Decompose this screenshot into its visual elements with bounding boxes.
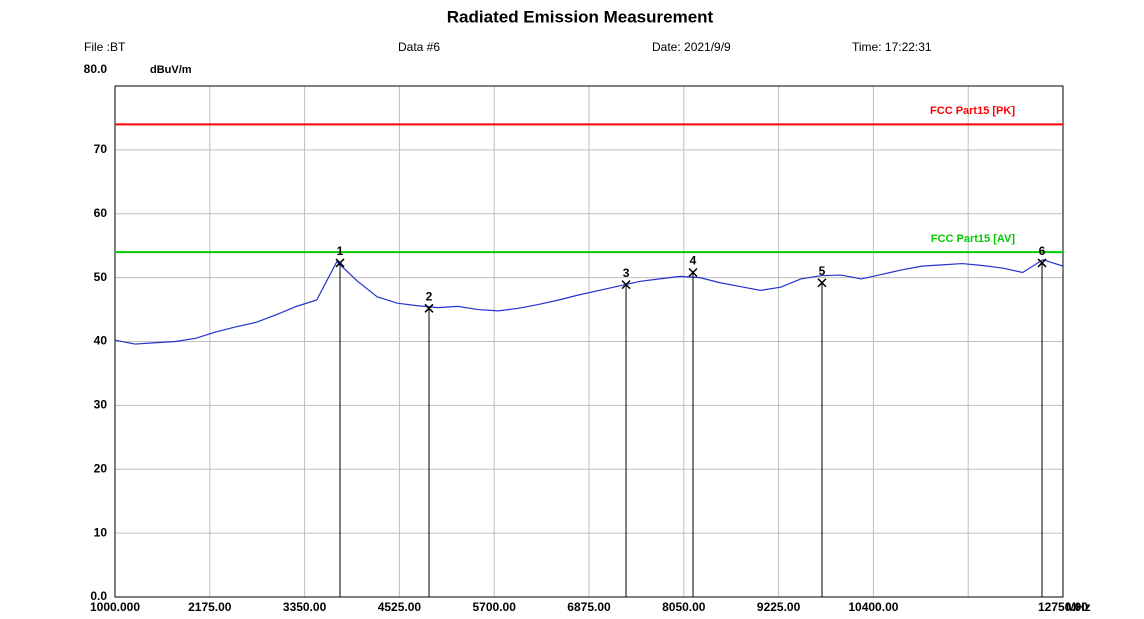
chart-title: Radiated Emission Measurement — [447, 7, 714, 26]
y-tick-label: 70 — [94, 142, 108, 156]
y-tick-label: 80.0 — [84, 62, 108, 76]
marker-label: 1 — [337, 244, 344, 258]
file-label: File :BT — [84, 40, 126, 54]
marker-x — [424, 303, 434, 313]
y-tick-label: 60 — [94, 206, 108, 220]
x-tick-label: 1000.000 — [90, 600, 140, 614]
y-tick-label: 20 — [94, 461, 108, 475]
marker-label: 5 — [819, 264, 826, 278]
y-tick-label: 40 — [94, 334, 108, 348]
x-tick-label: 12750.00 — [1038, 600, 1088, 614]
marker-x — [621, 280, 631, 290]
marker-x — [688, 267, 698, 278]
x-tick-label: 2175.00 — [188, 600, 232, 614]
x-tick-label: 5700.00 — [473, 600, 517, 614]
y-tick-label: 30 — [94, 398, 108, 412]
y-tick-label: 50 — [94, 270, 108, 284]
time-label: Time: 17:22:31 — [852, 40, 932, 54]
x-tick-label: 4525.00 — [378, 600, 422, 614]
x-tick-label: 6875.00 — [567, 600, 611, 614]
marker-label: 4 — [690, 254, 697, 268]
trace — [114, 259, 1064, 345]
marker-label: 2 — [426, 289, 433, 303]
limit-label: FCC Part15 [AV] — [931, 233, 1015, 245]
x-unit: MHz — [1066, 600, 1091, 614]
marker-x — [1037, 258, 1047, 268]
marker-label: 6 — [1039, 244, 1046, 258]
x-tick-label: 9225.00 — [757, 600, 801, 614]
x-tick-label: 3350.00 — [283, 600, 327, 614]
x-tick-label: 10400.00 — [848, 600, 898, 614]
y-tick-label: 0.0 — [90, 589, 107, 603]
marker-x — [817, 278, 827, 288]
x-tick-label: 8050.00 — [662, 600, 706, 614]
data-label: Data #6 — [398, 40, 440, 54]
marker-x — [335, 258, 345, 268]
plot-border — [114, 85, 1064, 598]
marker-label: 3 — [623, 266, 630, 280]
date-label: Date: 2021/9/9 — [652, 40, 731, 54]
limit-label: FCC Part15 [PK] — [930, 105, 1015, 117]
y-tick-label: 10 — [94, 525, 108, 539]
y-unit: dBuV/m — [150, 64, 192, 76]
